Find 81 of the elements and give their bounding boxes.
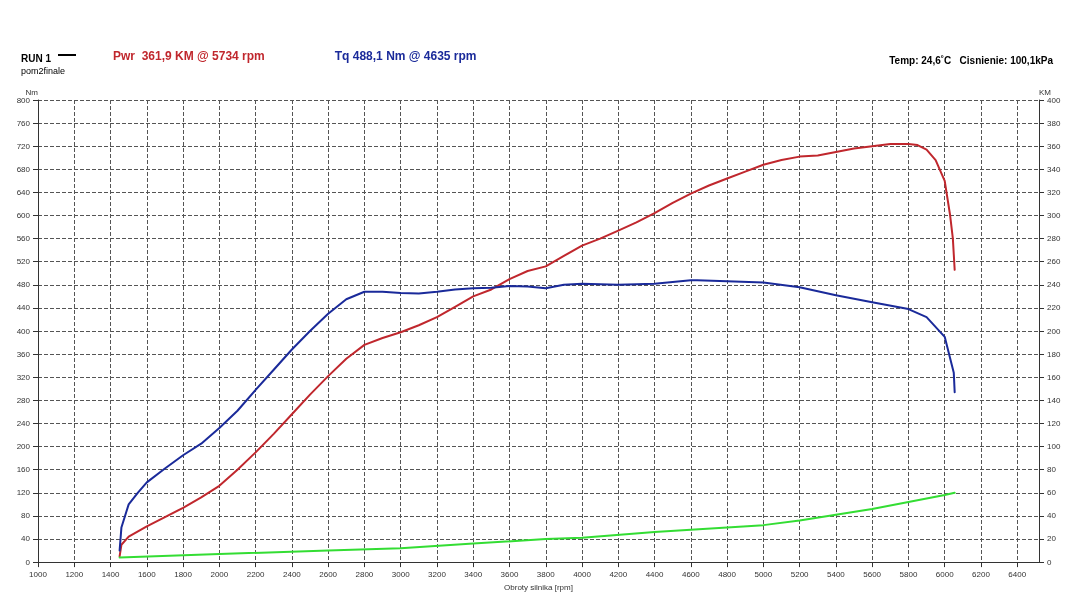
y-tick-label: 0 xyxy=(25,557,31,567)
y-tick-label: 560 xyxy=(16,234,31,244)
line-series xyxy=(118,142,956,558)
y-tick-label: 600 xyxy=(16,211,31,221)
y2-tick-label: 400 xyxy=(1047,95,1061,105)
y2-tick-label: 160 xyxy=(1047,372,1061,382)
x-tick-label: 2400 xyxy=(282,569,302,579)
y-tick-label: 160 xyxy=(16,465,31,475)
x-tick-label: 1200 xyxy=(65,569,84,579)
y2-tick-label: 340 xyxy=(1047,164,1061,174)
y-tick-label: 40 xyxy=(21,534,31,544)
y-tick-label: 480 xyxy=(16,280,31,290)
y2-tick-label: 140 xyxy=(1047,395,1061,405)
y-tick-label: 640 xyxy=(16,187,31,197)
x-tick-label: 5400 xyxy=(827,569,846,579)
y2-tick-label: 100 xyxy=(1047,442,1061,452)
x-tick-label: 6400 xyxy=(1008,569,1027,579)
x-tick-label: 5000 xyxy=(754,569,773,579)
line-series xyxy=(118,491,956,559)
x-tick-label: 2800 xyxy=(355,569,374,579)
y-tick-label: 120 xyxy=(16,488,31,498)
y2-tick-label: 320 xyxy=(1047,187,1061,197)
y2-tick-label: 40 xyxy=(1047,511,1057,521)
x-tick-label: 1400 xyxy=(101,569,120,579)
y2-tick-label: 380 xyxy=(1047,118,1061,128)
x-axis-title: Obroty silnika [rpm] xyxy=(504,582,573,592)
y2-tick-label: 200 xyxy=(1047,326,1061,336)
x-tick-label: 3400 xyxy=(464,569,483,579)
text: Pwr 361,9 KM @ 5734 rpm xyxy=(113,49,265,63)
y-tick-label: 520 xyxy=(16,257,31,267)
text: Tq 488,1 Nm @ 4635 rpm xyxy=(334,49,477,63)
y2-tick-label: 220 xyxy=(1047,303,1061,313)
y2-tick-label: 80 xyxy=(1047,465,1057,475)
y-tick-label: 240 xyxy=(16,418,31,428)
y-tick-label: 440 xyxy=(16,303,31,313)
x-tick-label: 4600 xyxy=(681,569,701,579)
x-tick-label: 6000 xyxy=(935,569,955,579)
y-tick-label: 200 xyxy=(16,442,31,452)
x-tick-label: 5200 xyxy=(790,569,810,579)
y-tick-label: 800 xyxy=(16,95,31,105)
y2-tick-label: 180 xyxy=(1047,349,1061,359)
y2-tick-label: 260 xyxy=(1047,257,1061,267)
x-tick-label: 4200 xyxy=(609,569,628,579)
y2-tick-label: 280 xyxy=(1047,234,1061,244)
y2-tick-label: 300 xyxy=(1047,211,1061,221)
y-tick-label: 320 xyxy=(16,372,31,382)
text: Temp: 24,6˚C Cisnienie: 100,1kPa xyxy=(889,54,1054,66)
x-tick-label: 4800 xyxy=(718,569,737,579)
x-tick-label: 5600 xyxy=(863,569,882,579)
y2-tick-label: 360 xyxy=(1047,141,1061,151)
y-tick-label: 720 xyxy=(16,141,31,151)
x-tick-label: 2000 xyxy=(210,569,229,579)
x-tick-label: 3000 xyxy=(391,569,411,579)
x-tick-label: 3800 xyxy=(536,569,556,579)
x-tick-label: 3200 xyxy=(428,569,447,579)
x-tick-label: 4400 xyxy=(645,569,665,579)
y2-tick-label: 240 xyxy=(1047,280,1061,290)
y2-tick-label: 20 xyxy=(1047,534,1057,544)
x-tick-label: 1000 xyxy=(29,569,48,579)
x-tick-label: 1800 xyxy=(174,569,193,579)
x-tick-label: 2200 xyxy=(246,569,266,579)
x-tick-label: 1600 xyxy=(137,569,157,579)
y2-tick-label: 60 xyxy=(1047,488,1057,498)
y-tick-label: 360 xyxy=(16,349,31,359)
x-tick-label: 6200 xyxy=(972,569,991,579)
x-tick-label: 2600 xyxy=(319,569,338,579)
y-tick-label: 760 xyxy=(16,118,31,128)
y-axis-title: Nm xyxy=(25,87,39,97)
x-tick-label: 4000 xyxy=(573,569,592,579)
y-tick-label: 680 xyxy=(16,164,31,174)
chart-subtitle: pom2finale xyxy=(21,65,66,76)
y-tick-label: 400 xyxy=(16,326,31,336)
x-tick-label: 5800 xyxy=(899,569,918,579)
y2-tick-label: 0 xyxy=(1047,557,1052,567)
y-tick-label: 80 xyxy=(21,511,31,521)
y2-axis-title: KM xyxy=(1039,87,1052,97)
chart-title: RUN 1 xyxy=(21,52,52,64)
y-tick-label: 280 xyxy=(16,395,31,405)
x-tick-label: 3600 xyxy=(500,569,519,579)
line-series xyxy=(118,279,956,552)
y2-tick-label: 120 xyxy=(1047,418,1061,428)
